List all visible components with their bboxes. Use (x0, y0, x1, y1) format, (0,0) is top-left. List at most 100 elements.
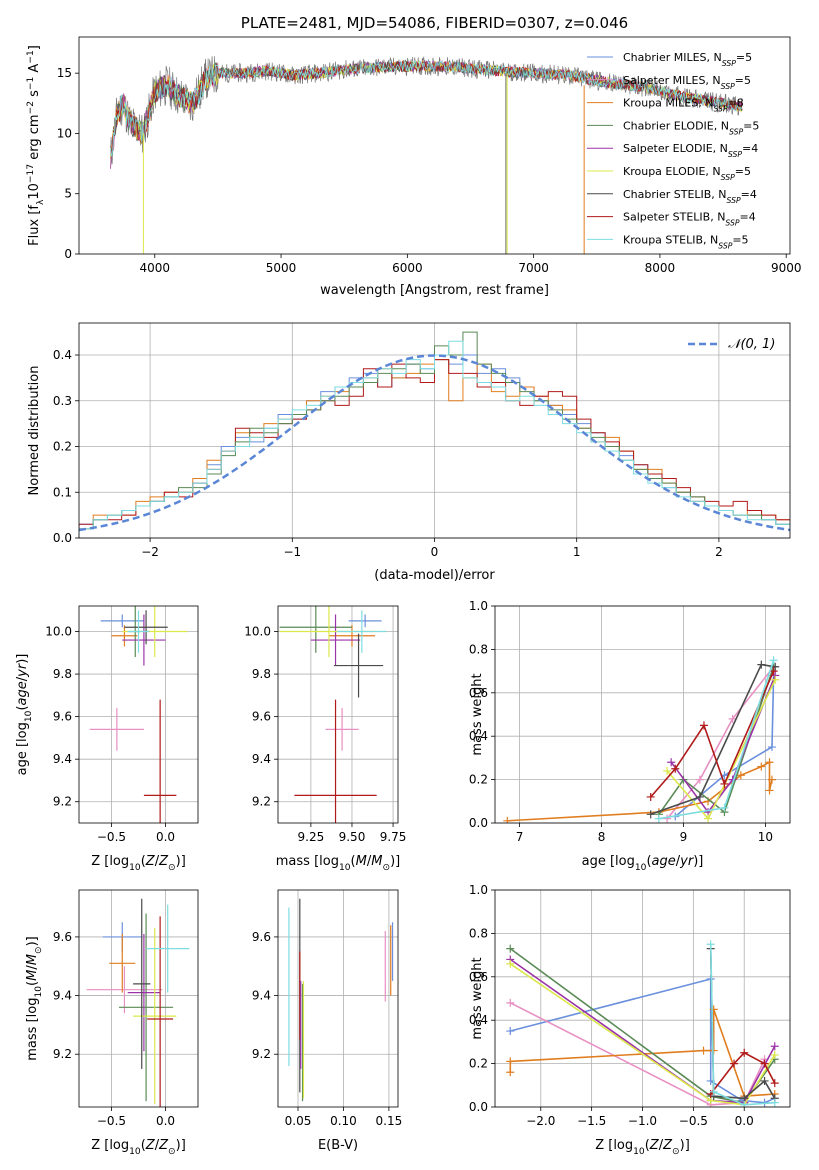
mass-weight-vs-Z-axes (491, 889, 790, 1111)
plus-marker (646, 792, 655, 801)
legend-sub: SSP (728, 150, 742, 159)
tick-label-x: 9000 (771, 261, 802, 275)
legend-label: Chabrier ELODIE, NSSP=5 (623, 119, 759, 136)
label-part: )] (176, 854, 186, 869)
plus-marker (720, 803, 729, 812)
label-part: ⊙ (672, 1147, 680, 1157)
mass-weight-line (709, 948, 776, 1100)
legend-count: =5 (735, 74, 751, 87)
plus-marker (699, 721, 708, 730)
plus-marker (506, 1057, 515, 1066)
tick-label-y: 5 (64, 187, 72, 201)
spectrum-plot (110, 56, 743, 254)
label-part: λ (36, 199, 46, 205)
label-part: / (676, 854, 681, 869)
legend-sub: SSP (718, 241, 732, 250)
tick-label-x: 0.05 (285, 1114, 312, 1128)
label-part: yr (679, 854, 695, 869)
mass-weight-line (670, 675, 776, 814)
label-part: )] (680, 1138, 690, 1153)
plus-marker (740, 1048, 749, 1057)
label-part: Z [log (91, 854, 129, 869)
spectrum-model-line (110, 60, 743, 157)
tick-label-x: 9 (680, 830, 688, 844)
histogram-step (79, 340, 790, 538)
mass-weight-vs-Z-plot (506, 940, 779, 1107)
tick-label-y: 0.3 (53, 394, 72, 408)
label-part: 10 (129, 1147, 141, 1157)
plus-marker (770, 1042, 779, 1051)
plus-marker (646, 810, 655, 819)
tick-label-y: 9.4 (53, 989, 72, 1003)
label-part: )] (390, 854, 400, 869)
plus-marker (506, 998, 515, 1007)
label-part: Z (158, 1138, 169, 1153)
legend-sub: SSP (725, 218, 739, 227)
label-part: ⊙ (34, 946, 44, 954)
tick-label-y: 10.0 (45, 625, 72, 639)
label-part: mass [log (25, 998, 40, 1061)
tick-label-y: 9.6 (53, 930, 72, 944)
label-part: M (356, 854, 367, 869)
plus-marker (771, 675, 780, 684)
gaussian-curve (79, 354, 790, 532)
legend-label: Salpeter ELODIE, NSSP=4 (623, 142, 758, 159)
label-part: age (652, 854, 676, 869)
legend-label: Salpeter STELIB, NSSP=4 (623, 211, 756, 228)
tick-label-y: 0.6 (469, 686, 488, 700)
tick-label-y: 0 (64, 247, 72, 261)
label-part: age [log (582, 854, 635, 869)
label-part: 10 (635, 863, 647, 873)
mass-weight-line (650, 663, 776, 816)
plus-marker (506, 944, 515, 953)
tick-label-x: −1.5 (577, 1114, 606, 1128)
label-part: ⊙ (168, 1147, 176, 1157)
plus-marker (695, 775, 704, 784)
tick-label-y: 9.2 (252, 1047, 271, 1061)
weight-z-ylabel: mass weight (470, 957, 485, 1039)
tick-label-x: −0.5 (97, 830, 126, 844)
label-part: ( (141, 1138, 146, 1153)
label-part: s (27, 90, 42, 101)
tick-label-x: 1 (573, 545, 581, 559)
label-part: ( (25, 981, 40, 986)
plus-marker (767, 743, 776, 752)
tick-label-x: −1 (283, 545, 301, 559)
legend-sub: SSP (729, 127, 743, 136)
plus-marker (506, 1068, 515, 1077)
label-part: ( (645, 1138, 650, 1153)
legend-sub: SSP (721, 173, 735, 182)
plus-marker (770, 1050, 779, 1059)
legend-sub: SSP (721, 81, 735, 90)
tick-label-x: 6000 (392, 261, 423, 275)
plus-marker (709, 1087, 718, 1096)
plus-marker (736, 771, 745, 780)
plus-marker (769, 656, 778, 665)
plus-marker (671, 764, 680, 773)
tick-label-x: 5000 (266, 261, 297, 275)
label-part: Z [log (595, 1138, 633, 1153)
mass-weight-line (666, 666, 775, 820)
residuals-frame (78, 322, 791, 539)
label-part: age [log (15, 722, 30, 775)
label-part: / (155, 854, 160, 869)
label-part: )] (15, 654, 30, 664)
age-mass-xlabel: mass [log10(M/M⊙)] (276, 854, 400, 873)
tick-label-y: 9.6 (53, 710, 72, 724)
plus-marker (506, 1027, 515, 1036)
tick-label-y: 9.4 (252, 989, 271, 1003)
label-part: / (25, 965, 40, 970)
legend-count: =5 (736, 51, 752, 64)
legend-sub: SSP (727, 195, 741, 204)
legend-name: Salpeter STELIB, N (623, 211, 725, 224)
tick-label-y: 0.0 (469, 1100, 488, 1114)
mass-ebv-xlabel: E(B-V) (318, 1138, 358, 1153)
tick-label-y: 0.4 (53, 348, 72, 362)
tick-label-x: 8 (598, 830, 606, 844)
legend-sub: SSP (713, 104, 727, 113)
plus-marker (503, 816, 512, 823)
legend-label: Kroupa STELIB, NSSP=5 (623, 233, 749, 250)
legend-count: =5 (735, 165, 751, 178)
label-part: M (371, 854, 382, 869)
label-part: 10 (339, 863, 351, 873)
